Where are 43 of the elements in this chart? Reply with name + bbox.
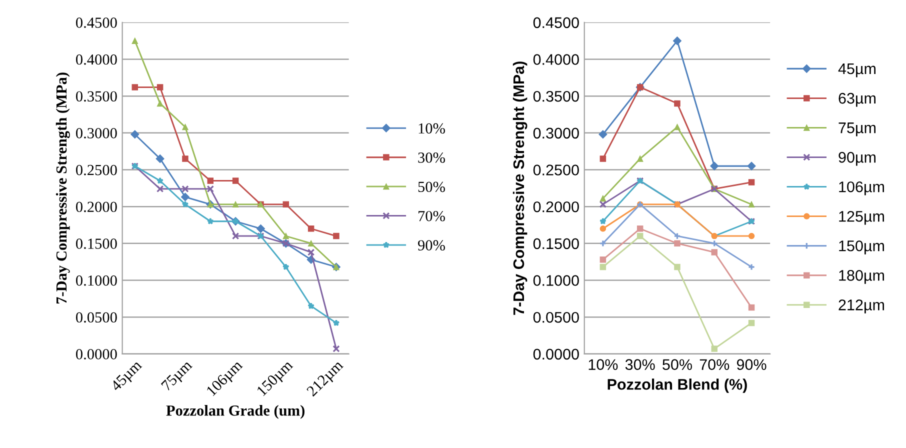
- legend-label: 45µm: [838, 64, 876, 78]
- y-tick-label: 0.4000: [533, 54, 579, 65]
- y-tick-label: 0.2500: [533, 164, 579, 176]
- y-tick-label: 0.2000: [533, 201, 579, 212]
- y-tick-label: 0.1500: [76, 238, 117, 249]
- y-tick-label: 0.0000: [533, 348, 579, 360]
- legend-label: 63µm: [838, 92, 876, 107]
- y-tick-label: 0.0500: [76, 312, 117, 323]
- y-axis-title: 7-Day Compressive Strenght (MPa): [512, 62, 528, 315]
- x-tick-label: 10%: [588, 359, 618, 370]
- legend-label: 10%: [418, 123, 445, 134]
- y-tick-label: 0.4000: [76, 54, 117, 65]
- y-tick-label: 0.3000: [533, 128, 579, 139]
- y-tick-label: 0.3000: [76, 128, 117, 138]
- y-tick-label: 0.3500: [533, 90, 579, 102]
- y-tick-label: 0.1500: [533, 238, 579, 250]
- legend-label: 125µm: [839, 210, 884, 225]
- legend-label: 50%: [418, 182, 445, 192]
- x-axis-title: Pozzolan Grade (um): [166, 404, 304, 419]
- x-tick-label: 30%: [625, 359, 655, 370]
- x-tick-label: 90%: [736, 359, 766, 370]
- y-tick-label: 0.4500: [76, 18, 117, 28]
- x-tick-label: 70%: [700, 359, 730, 370]
- legend-label: 150µm: [839, 240, 884, 254]
- legend-label: 180µm: [839, 270, 884, 284]
- legend-label: 106µm: [839, 181, 884, 196]
- y-tick-label: 0.0500: [533, 312, 579, 323]
- x-tick-label: 50%: [662, 359, 692, 370]
- y-tick-label: 0.1000: [76, 275, 117, 286]
- y-tick-label: 0.2000: [76, 202, 117, 212]
- y-tick-label: 0.0000: [76, 349, 117, 360]
- y-tick-label: 0.1000: [533, 275, 579, 286]
- y-tick-label: 0.3500: [76, 91, 117, 102]
- y-axis-title: 7-Day Compressive Strength (MPa): [56, 72, 70, 304]
- legend-label: 75µm: [838, 122, 876, 136]
- legend-label: 70%: [418, 210, 445, 222]
- legend-label: 212µm: [838, 300, 884, 314]
- x-axis-title: Pozzolan Blend (%): [608, 378, 747, 393]
- legend-label: 30%: [418, 152, 445, 163]
- legend-label: 90µm: [838, 152, 876, 166]
- y-tick-label: 0.2500: [76, 164, 117, 176]
- y-tick-label: 0.4500: [533, 17, 579, 28]
- legend-label: 90%: [418, 240, 445, 251]
